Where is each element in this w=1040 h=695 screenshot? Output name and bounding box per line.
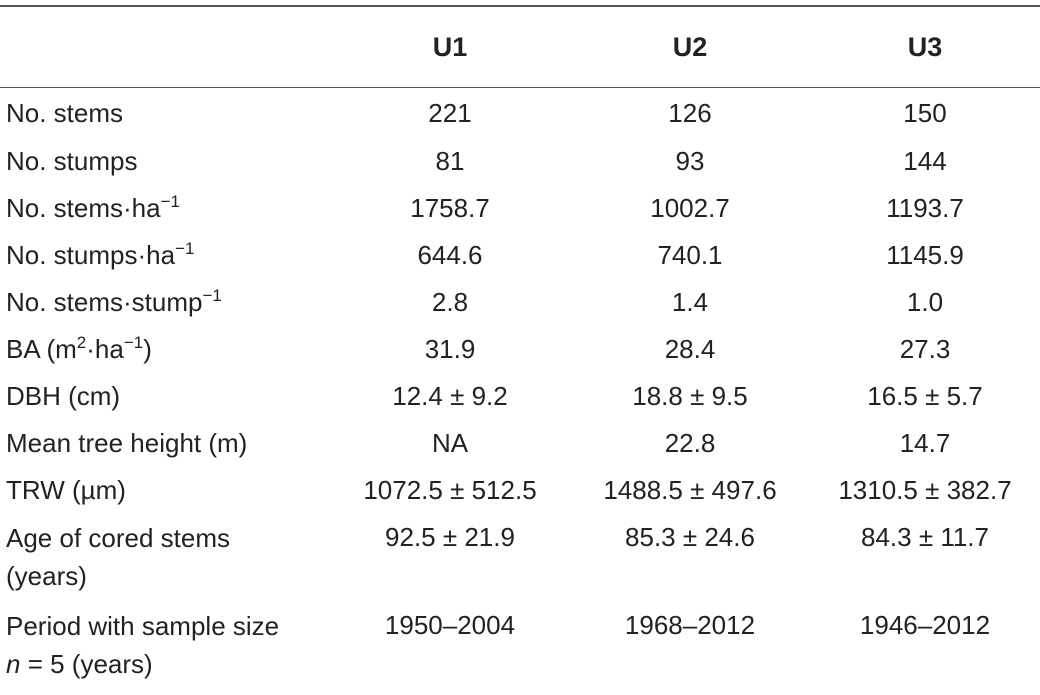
row-label-text: No. stumps — [6, 146, 138, 176]
row-label-italic: n — [6, 649, 21, 679]
cell-value: 1488.5 ± 497.6 — [603, 475, 777, 505]
row-label: Mean tree height (m) — [0, 425, 330, 472]
row-label: Period with sample size n = 5 (years) — [0, 607, 330, 695]
table-row: No. stumps 81 93 144 — [0, 143, 1040, 190]
table-top-rule — [0, 5, 1040, 7]
header-cell-empty — [0, 7, 330, 87]
cell-value: 1.4 — [671, 287, 709, 317]
cell-value: 1950–2004 — [384, 610, 516, 640]
cell-value: 1758.7 — [410, 193, 490, 223]
table-header-row: U1 U2 U3 — [0, 7, 1040, 87]
row-label-text: Age of cored stems — [6, 523, 230, 553]
cell-value: 1002.7 — [650, 193, 730, 223]
table-row: Mean tree height (m) NA 22.8 14.7 — [0, 425, 1040, 472]
cell-value: 1968–2012 — [624, 610, 756, 640]
row-label-superscript: 2 — [76, 333, 87, 352]
row-label-text: No. stems·stump — [6, 287, 203, 317]
cell-value: 644.6 — [417, 240, 483, 270]
row-label-text: ·ha — [86, 334, 124, 364]
cell-value: 85.3 ± 24.6 — [625, 522, 755, 552]
cell-value: 31.9 — [424, 334, 476, 364]
row-label-text: No. stumps·ha — [6, 240, 176, 270]
row-label-superscript: −1 — [175, 239, 195, 258]
table-row: No. stems·stump−1 2.8 1.4 1.0 — [0, 284, 1040, 331]
cell-value: 18.8 ± 9.5 — [632, 381, 748, 411]
row-label-text: ) — [143, 334, 152, 364]
cell-value: 28.4 — [664, 334, 716, 364]
table-header-rule — [0, 87, 1040, 88]
cell-value: 1193.7 — [886, 193, 964, 223]
cell-value: 1310.5 ± 382.7 — [838, 475, 1012, 505]
row-label: TRW (µm) — [0, 472, 330, 519]
row-label-text: Period with sample size — [6, 611, 280, 641]
cell-value: 2.8 — [431, 287, 469, 317]
cell-value: 84.3 ± 11.7 — [861, 522, 989, 552]
row-label: No. stems·stump−1 — [0, 284, 330, 331]
table-row: Period with sample size n = 5 (years) 19… — [0, 607, 1040, 695]
row-label-text: (years) — [6, 561, 87, 591]
row-label-superscript: −1 — [123, 333, 144, 352]
cell-value: 144 — [903, 146, 947, 176]
row-label: No. stumps·ha−1 — [0, 237, 330, 284]
cell-value: NA — [431, 428, 469, 458]
header-cell-u1: U1 — [432, 31, 468, 62]
header-cell-u2: U2 — [672, 31, 708, 62]
table-row: No. stems·ha−1 1758.7 1002.7 1193.7 — [0, 190, 1040, 237]
row-label-text: No. stems — [6, 98, 124, 128]
table-row: BA (m2·ha−1) 31.9 28.4 27.3 — [0, 331, 1040, 378]
row-label-superscript: −1 — [202, 286, 222, 305]
table-row: TRW (µm) 1072.5 ± 512.5 1488.5 ± 497.6 1… — [0, 472, 1040, 519]
row-label: No. stems·ha−1 — [0, 190, 330, 237]
table-row: No. stumps·ha−1 644.6 740.1 1145.9 — [0, 237, 1040, 284]
cell-value: 126 — [668, 98, 712, 128]
cell-value: 150 — [903, 98, 947, 128]
row-label-text: = 5 (years) — [27, 649, 153, 679]
row-label-text: DBH (cm) — [6, 381, 121, 411]
cell-value: 93 — [675, 146, 705, 176]
cell-value: 1946–2012 — [859, 610, 991, 640]
cell-value: 12.4 ± 9.2 — [392, 381, 508, 411]
row-label: Age of cored stems (years) — [0, 519, 330, 607]
cell-value: 740.1 — [657, 240, 723, 270]
stand-characteristics-table: U1 U2 U3 No. stems 221 126 150 No. stump… — [0, 7, 1040, 695]
table-row: DBH (cm) 12.4 ± 9.2 18.8 ± 9.5 16.5 ± 5.… — [0, 378, 1040, 425]
table-row: No. stems 221 126 150 — [0, 87, 1040, 143]
cell-value: 221 — [428, 98, 472, 128]
cell-value: 1072.5 ± 512.5 — [363, 475, 537, 505]
row-label-text: TRW (µm) — [6, 475, 126, 505]
cell-value: 14.7 — [899, 428, 951, 458]
row-label: BA (m2·ha−1) — [0, 331, 330, 378]
cell-value: 22.8 — [664, 428, 716, 458]
row-label-text: Mean tree height (m) — [6, 428, 248, 458]
row-label-line: n = 5 (years) — [6, 645, 330, 683]
cell-value: 81 — [435, 146, 465, 176]
row-label-text: No. stems·ha — [6, 193, 161, 223]
table-row: Age of cored stems (years) 92.5 ± 21.9 8… — [0, 519, 1040, 607]
header-cell-u3: U3 — [907, 31, 943, 62]
row-label: No. stumps — [0, 143, 330, 190]
row-label-superscript: −1 — [160, 192, 180, 211]
cell-value: 16.5 ± 5.7 — [867, 381, 983, 411]
row-label: No. stems — [0, 87, 330, 143]
cell-value: 1.0 — [906, 287, 944, 317]
cell-value: 27.3 — [899, 334, 951, 364]
cell-value: 92.5 ± 21.9 — [385, 522, 515, 552]
row-label: DBH (cm) — [0, 378, 330, 425]
cell-value: 1145.9 — [886, 240, 964, 270]
row-label-text: BA (m — [6, 334, 77, 364]
